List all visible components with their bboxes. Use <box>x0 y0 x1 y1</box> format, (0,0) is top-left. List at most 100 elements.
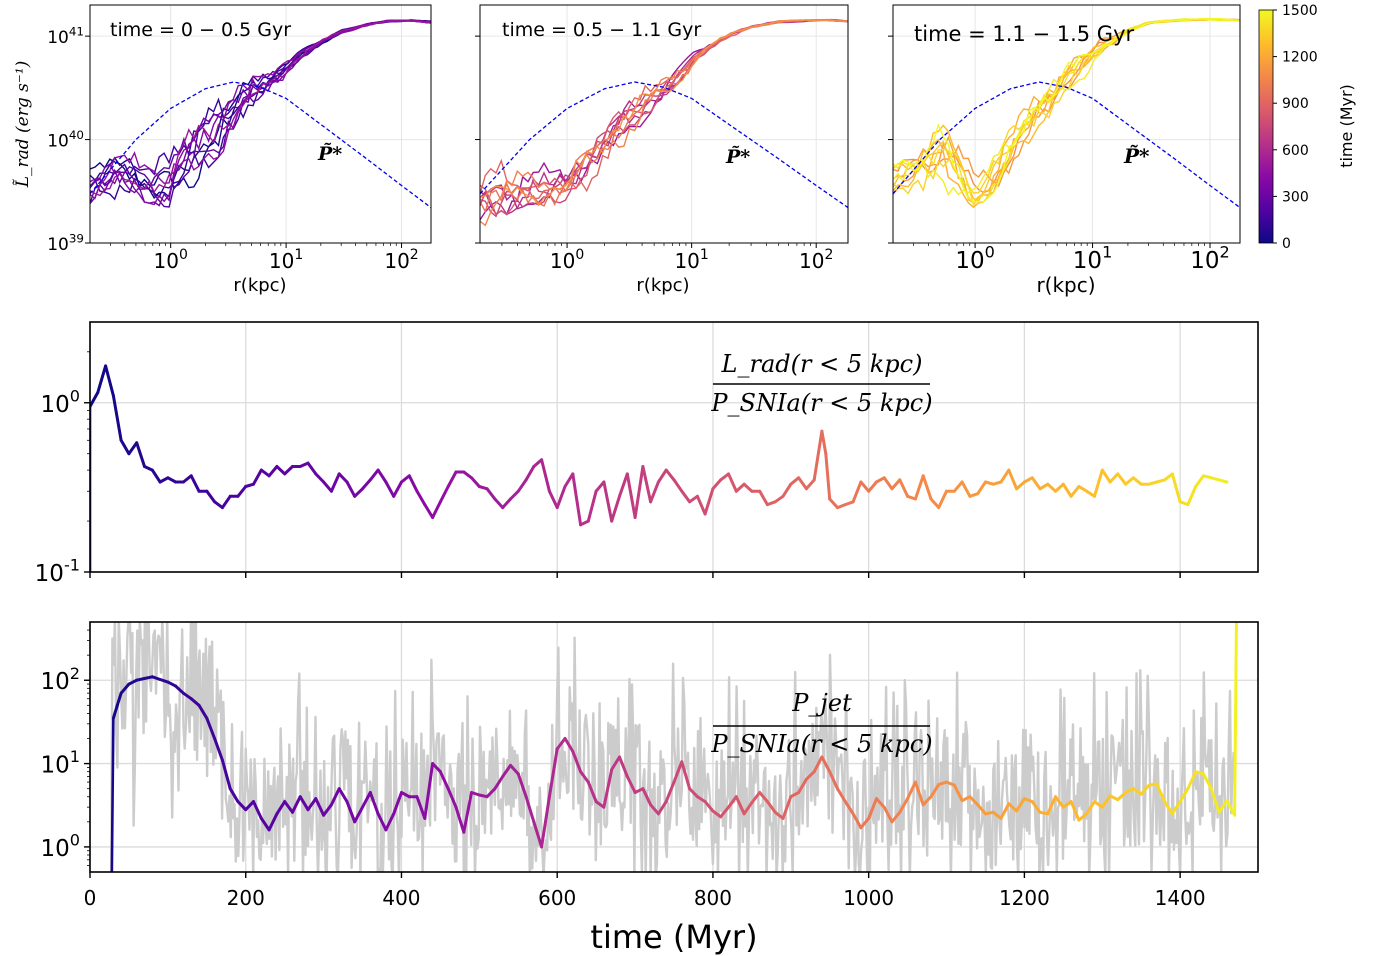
series-segment <box>213 737 224 762</box>
colorbar-tick-label: 1500 <box>1282 3 1318 19</box>
series-segment <box>236 485 248 498</box>
profile-line <box>480 18 848 221</box>
time-colorbar: 0 300 600 900 1200 1500 time (Myr) <box>1258 3 1356 252</box>
series-segment <box>664 468 676 482</box>
x-tick-label: 101 <box>1073 243 1113 274</box>
series-segment <box>649 803 660 816</box>
series-segment <box>516 478 528 493</box>
series-segment <box>501 497 512 510</box>
series-segment <box>540 458 551 493</box>
colorbar-label: time (Myr) <box>1337 84 1356 168</box>
series-segment <box>804 478 816 491</box>
series-segment <box>1100 468 1112 484</box>
series-segment <box>1077 485 1089 493</box>
y-tick-label: 1040 <box>47 128 84 152</box>
series-segment <box>859 816 871 830</box>
series-segment <box>952 480 964 493</box>
series-segment <box>758 791 769 804</box>
lrad-ratio-panel: 100 10-1 L_rad(r < 5 kpc) P_SNIa(r < 5 kp… <box>35 321 1259 587</box>
series-segment <box>205 716 217 740</box>
series-segment <box>353 487 364 498</box>
series-segment <box>789 476 801 486</box>
p-star-reference-curve <box>893 81 1240 209</box>
series-segment <box>913 780 925 807</box>
series-segment <box>252 468 263 486</box>
instantaneous-line <box>110 622 1235 872</box>
series-segment <box>1170 472 1182 504</box>
series-segment <box>1093 468 1104 498</box>
series-segment <box>298 795 310 812</box>
series-segment <box>828 497 839 510</box>
jet-power-ratio-panel: 0 200 400 600 800 1000 1200 1400 100 101 102 P_je… <box>40 621 1259 956</box>
series-segment <box>797 476 808 491</box>
series-segment <box>415 795 427 820</box>
series-segment <box>586 489 598 523</box>
series-segment <box>890 810 902 824</box>
profile-line <box>480 19 848 207</box>
series-segment <box>579 770 590 784</box>
panel-title: time = 0.5 − 1.1 Gyr <box>502 19 701 41</box>
colorbar-tick-label: 0 <box>1282 236 1291 252</box>
luminosity-profile-bundle <box>480 18 848 227</box>
series-segment <box>664 780 676 804</box>
series-segment <box>742 801 754 816</box>
series-segment <box>1030 476 1042 491</box>
ratio-annotation: P_jet P_SNIa(r < 5 kpc) <box>710 689 932 758</box>
series-segment <box>462 791 473 834</box>
y-axis-ticks <box>888 35 893 244</box>
series-segment <box>384 812 396 832</box>
y-axis-ticks <box>475 35 480 244</box>
series-segment <box>1085 800 1096 816</box>
profile-line <box>893 18 1240 209</box>
x-axis-label: r(kpc) <box>233 275 286 296</box>
series-segment <box>267 812 279 832</box>
series-segment <box>1054 795 1065 809</box>
series-segment <box>1007 802 1019 813</box>
series-segment <box>1217 478 1229 484</box>
x-tick-label: 200 <box>227 886 265 910</box>
series-segment <box>820 755 832 774</box>
series-segment <box>571 472 583 527</box>
x-axis-ticks: 100 101 102 <box>501 243 833 273</box>
panel-grid <box>89 322 1258 573</box>
series-segment <box>656 468 668 484</box>
series-segment <box>244 800 255 812</box>
series-segment <box>392 791 403 816</box>
p-star-line <box>893 81 1240 209</box>
series-segment <box>329 787 341 807</box>
series-segment <box>1170 800 1182 816</box>
x-tick-label: 101 <box>674 247 708 273</box>
series-segment <box>890 478 902 491</box>
x-axis-label: time (Myr) <box>590 918 757 956</box>
x-axis-ticks <box>89 572 1181 578</box>
x-tick-label: 101 <box>269 247 303 273</box>
y-tick-label: 100 <box>40 386 80 417</box>
series-segment <box>1093 800 1104 809</box>
series-segment <box>742 482 754 493</box>
x-tick-label: 1200 <box>999 886 1050 910</box>
series-segment <box>882 476 894 491</box>
series-segment <box>711 809 723 819</box>
series-segment <box>875 797 886 809</box>
series-segment <box>259 816 271 832</box>
series-segment <box>610 755 621 771</box>
series-segment <box>1194 474 1205 488</box>
series-segment <box>1202 772 1213 791</box>
profile-line <box>90 19 431 200</box>
series-segment <box>1131 787 1143 796</box>
series-segment <box>618 472 629 498</box>
series-segment <box>446 787 458 809</box>
series-segment <box>867 480 878 493</box>
series-segment <box>625 472 637 519</box>
series-segment <box>734 795 746 816</box>
series-segment <box>688 494 699 504</box>
series-segment <box>999 468 1011 484</box>
series-segment <box>431 762 442 774</box>
x-axis-ticks: 0 200 400 600 800 1000 1200 1400 <box>84 872 1206 910</box>
colorbar-gradient <box>1258 9 1274 244</box>
y-axis-ticks: 100 101 102 <box>40 629 90 866</box>
series-segment <box>345 480 357 498</box>
series-segment <box>929 497 941 510</box>
series-segment <box>898 478 910 498</box>
series-segment <box>913 474 925 501</box>
